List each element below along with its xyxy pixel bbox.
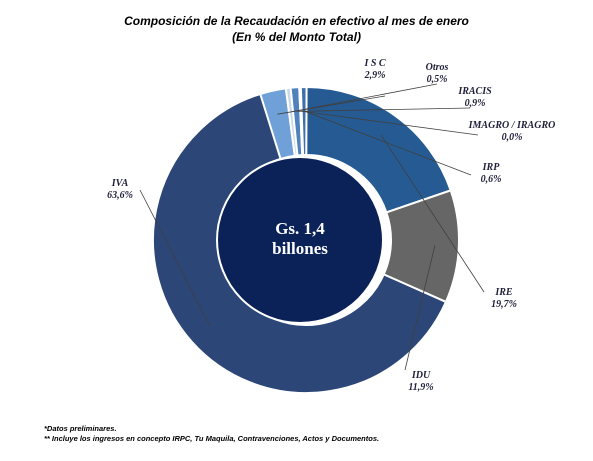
slice-value-label: 0,0% [502, 132, 523, 143]
center-label-line-2: billones [272, 239, 328, 258]
leader-line [404, 245, 436, 371]
slice-name-label: I S C [363, 58, 385, 69]
leader-line [139, 189, 211, 327]
leader-line [296, 107, 471, 112]
slice-name-label: IRACIS [457, 86, 492, 97]
slice-value-label: 2,9% [364, 70, 386, 81]
slice-name-label: IMAGRO / IRAGRO [468, 120, 556, 131]
slice-value-label: 11,9% [408, 382, 433, 393]
center-label-line-1: Gs. 1,4 [275, 219, 325, 238]
slice-value-label: 63,6% [107, 190, 133, 201]
title-line: Composición de la Recaudación en efectiv… [124, 14, 469, 28]
slice-value-label: 0,6% [481, 174, 502, 185]
leader-line [380, 134, 485, 293]
leader-line [303, 110, 472, 176]
slice-name-label: IRP [482, 162, 501, 173]
slice-ire [305, 85, 452, 214]
leader-line [300, 110, 479, 136]
footnotes: *Datos preliminares. ** Incluye los ingr… [44, 424, 379, 443]
slice-name-label: IRE [494, 287, 513, 298]
slice-name-label: IVA [111, 178, 129, 189]
slice-value-label: 0,9% [465, 98, 486, 109]
subtitle-line: (En % del Monto Total) [232, 30, 361, 44]
center-circle [216, 156, 384, 324]
slice-name-label: Otros [426, 62, 449, 73]
chart-title: Composición de la Recaudación en efectiv… [0, 13, 593, 45]
slice-name-label: IDU [411, 370, 431, 381]
leader-line [290, 83, 438, 113]
slice-value-label: 19,7% [491, 299, 517, 310]
footnote-includes: ** Incluye los ingresos en concepto IRPC… [44, 433, 380, 443]
footnote-preliminary: *Datos preliminares. [44, 424, 117, 433]
slice-value-label: 0,5% [427, 74, 448, 85]
